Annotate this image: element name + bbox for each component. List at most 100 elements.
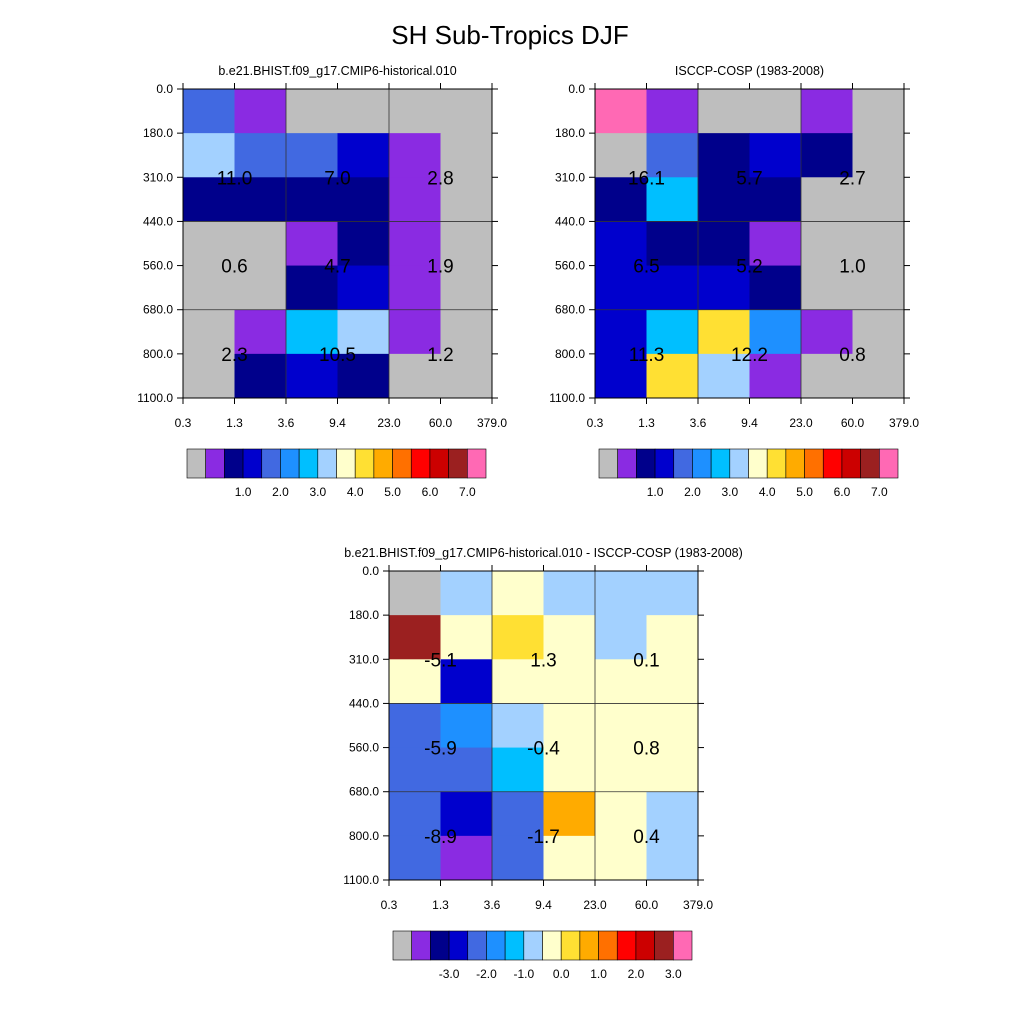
heatmap-cell xyxy=(801,221,853,267)
heatmap-cell xyxy=(698,353,750,399)
data-label: -8.9 xyxy=(424,827,457,848)
colorbar-swatch xyxy=(448,930,469,961)
colorbar-label: 4.0 xyxy=(347,485,364,499)
heatmap-cell xyxy=(337,177,390,222)
data-label: 12.2 xyxy=(731,345,768,366)
colorbar-swatch xyxy=(261,448,281,479)
colorbar-label: 3.0 xyxy=(665,967,682,981)
heatmap-cell xyxy=(389,265,441,311)
y-tick-label: 800.0 xyxy=(349,829,379,843)
y-tick-label: 0.0 xyxy=(156,82,173,96)
colorbar-swatch xyxy=(298,448,319,479)
x-tick-label: 60.0 xyxy=(841,416,865,430)
heatmap-cell xyxy=(543,615,596,660)
heatmap-cell xyxy=(595,353,647,399)
heatmap-cell xyxy=(646,265,699,311)
heatmap-cell xyxy=(595,791,647,837)
colorbar-swatch xyxy=(673,930,693,961)
heatmap-cell xyxy=(852,221,905,267)
colorbar-swatch xyxy=(598,930,618,961)
heatmap-cell xyxy=(492,747,544,793)
heatmap-cell xyxy=(698,89,750,134)
colorbar-swatch xyxy=(429,448,449,479)
heatmap-cell xyxy=(749,89,802,134)
panel-2: b.e21.BHIST.f09_g17.CMIP6-historical.010… xyxy=(343,546,743,981)
heatmap-cell xyxy=(595,221,647,267)
colorbar-swatch xyxy=(336,448,356,479)
heatmap-cell xyxy=(440,615,493,660)
heatmap-cell xyxy=(440,659,493,704)
x-tick-label: 9.4 xyxy=(535,898,552,912)
heatmap-cell xyxy=(440,835,493,881)
colorbar-swatch xyxy=(542,930,562,961)
panel-title: ISCCP-COSP (1983-2008) xyxy=(675,64,824,78)
data-label: -1.7 xyxy=(527,827,560,848)
x-tick-label: 3.6 xyxy=(278,416,295,430)
heatmap-cell xyxy=(389,221,441,267)
data-label: 0.8 xyxy=(839,345,865,366)
heatmap-cell xyxy=(749,309,802,355)
colorbar-swatch xyxy=(654,930,674,961)
colorbar: 1.0 2.0 3.0 4.0 5.0 6.0 7.0 xyxy=(186,448,487,499)
y-tick-label: 180.0 xyxy=(555,126,585,140)
heatmap-cell xyxy=(543,703,596,749)
heatmap-cell xyxy=(286,177,338,222)
heatmap-cell xyxy=(234,265,287,311)
heatmap-cell xyxy=(646,133,699,178)
heatmap-cell xyxy=(646,835,699,881)
heatmap-cell xyxy=(492,659,544,704)
heatmap-cell xyxy=(595,309,647,355)
y-tick-label: 180.0 xyxy=(143,126,173,140)
heatmap-cell xyxy=(595,89,647,134)
heatmap-cell xyxy=(852,89,905,134)
colorbar-swatch xyxy=(242,448,263,479)
heatmap-cell xyxy=(389,747,441,793)
colorbar-swatch xyxy=(841,448,861,479)
x-tick-label: 60.0 xyxy=(429,416,453,430)
heatmap-cell xyxy=(543,659,596,704)
colorbar-label: 2.0 xyxy=(272,485,289,499)
colorbar-swatch xyxy=(186,448,206,479)
colorbar-swatch xyxy=(785,448,805,479)
colorbar-swatch xyxy=(317,448,337,479)
heatmap-cell xyxy=(595,265,647,311)
y-tick-label: 560.0 xyxy=(143,259,173,273)
heatmap-cell xyxy=(286,89,338,134)
y-tick-label: 440.0 xyxy=(143,214,173,228)
y-tick-label: 680.0 xyxy=(555,303,585,317)
heatmap-cell xyxy=(801,309,853,355)
y-tick-label: 310.0 xyxy=(143,170,173,184)
x-tick-label: 3.6 xyxy=(484,898,501,912)
y-tick-label: 800.0 xyxy=(555,347,585,361)
heatmap-cell xyxy=(286,309,338,355)
y-tick-label: 1100.0 xyxy=(549,391,585,405)
heatmap-cell xyxy=(646,571,699,616)
colorbar-swatch xyxy=(692,448,712,479)
colorbar-label: 1.0 xyxy=(647,485,664,499)
x-tick-label: 379.0 xyxy=(683,898,713,912)
colorbar-swatch xyxy=(205,448,225,479)
heatmap-cell xyxy=(183,133,235,178)
colorbar-swatch xyxy=(224,448,244,479)
heatmap-cell xyxy=(801,133,853,178)
colorbar: 1.0 2.0 3.0 4.0 5.0 6.0 7.0 xyxy=(598,448,899,499)
data-label: 0.6 xyxy=(221,257,247,278)
colorbar-swatch xyxy=(804,448,824,479)
colorbar-swatch xyxy=(766,448,787,479)
heatmap-cell xyxy=(234,353,287,399)
heatmap-cell xyxy=(440,221,493,267)
colorbar-swatch xyxy=(860,448,880,479)
x-tick-label: 1.3 xyxy=(432,898,449,912)
heatmap-cell xyxy=(595,703,647,749)
x-tick-label: 23.0 xyxy=(583,898,607,912)
panel-0: b.e21.BHIST.f09_g17.CMIP6-historical.010… xyxy=(137,64,507,499)
heatmap-cell xyxy=(286,221,338,267)
heatmap-cell xyxy=(646,791,699,837)
y-tick-label: 0.0 xyxy=(362,564,379,578)
heatmap-cell xyxy=(183,221,235,267)
colorbar-swatch xyxy=(373,448,393,479)
colorbar-swatch xyxy=(467,448,487,479)
heatmap-cell xyxy=(389,703,441,749)
y-tick-label: 440.0 xyxy=(555,214,585,228)
